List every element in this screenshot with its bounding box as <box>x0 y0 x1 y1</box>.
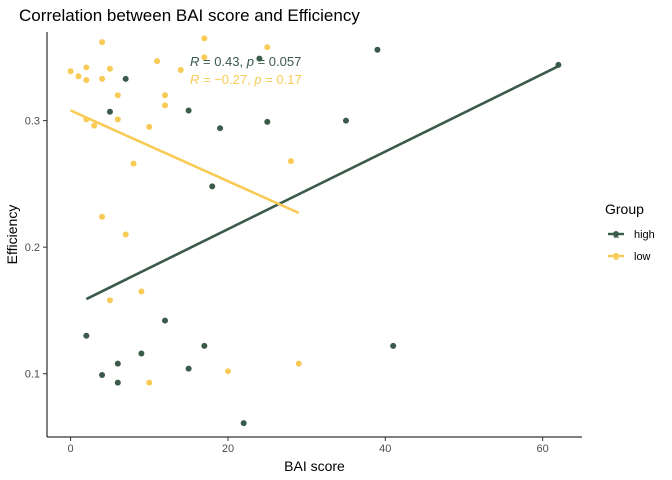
legend-key-point <box>613 253 619 259</box>
data-point-high <box>138 350 145 357</box>
data-point-high <box>390 342 397 349</box>
data-point-high <box>209 183 216 190</box>
legend-key-glyph: a <box>613 230 619 241</box>
y-axis-ticks: 0.1 0.2 0.3 <box>25 116 47 381</box>
data-point-low <box>83 77 90 84</box>
data-point-high <box>122 75 129 82</box>
plot-area <box>67 35 562 427</box>
legend-label: low <box>634 251 651 263</box>
data-point-high <box>83 332 90 339</box>
data-point-low <box>146 379 153 386</box>
data-point-low <box>83 64 90 71</box>
data-point-low <box>99 75 106 82</box>
data-point-low <box>75 73 82 80</box>
data-point-low <box>295 360 302 367</box>
regression-line-low <box>70 109 300 215</box>
data-point-low <box>146 123 153 130</box>
data-point-low <box>122 231 129 238</box>
annotation-p-value: = 0.057 <box>254 54 301 69</box>
y-tick-label: 0.2 <box>25 242 40 254</box>
data-point-low <box>201 35 208 42</box>
data-point-low <box>114 92 121 99</box>
legend: Group a high a low <box>605 201 655 263</box>
data-point-low <box>106 297 113 304</box>
x-tick-label: 20 <box>222 443 234 455</box>
data-point-low <box>106 65 113 72</box>
annotation-r-symbol: R <box>190 72 199 87</box>
y-tick-label: 0.1 <box>25 369 40 381</box>
legend-title: Group <box>605 201 644 217</box>
annotation-p-value: = 0.17 <box>262 72 302 87</box>
data-point-high <box>264 118 271 125</box>
data-point-low <box>99 39 106 46</box>
annotation-p-symbol: p <box>253 72 261 87</box>
data-point-low <box>99 213 106 220</box>
data-point-low <box>67 68 74 75</box>
data-point-low <box>201 54 208 61</box>
series-high <box>83 46 562 427</box>
data-point-low <box>154 58 161 65</box>
legend-key-glyph: a <box>613 252 619 263</box>
data-point-high <box>162 317 169 324</box>
annotation-high: R = 0.43, p = 0.057 <box>190 54 301 69</box>
data-point-low <box>130 160 137 167</box>
data-point-low <box>138 288 145 295</box>
data-point-high <box>201 342 208 349</box>
data-point-low <box>162 92 169 99</box>
data-point-high <box>106 108 113 115</box>
annotation-low: R = −0.27, p = 0.17 <box>190 72 302 87</box>
data-point-high <box>217 125 224 132</box>
x-axis-ticks: 0 20 40 60 <box>68 437 549 455</box>
data-point-high <box>256 55 263 62</box>
regression-line-high <box>85 65 559 301</box>
data-point-high <box>240 420 247 427</box>
x-tick-label: 40 <box>379 443 391 455</box>
data-point-low <box>264 44 271 51</box>
data-point-low <box>91 122 98 129</box>
x-tick-label: 60 <box>537 443 549 455</box>
legend-item-low: a low <box>608 251 651 263</box>
data-point-low <box>162 102 169 109</box>
data-point-low <box>287 158 294 165</box>
data-point-high <box>185 365 192 372</box>
annotation-r-value: = 0.43, <box>199 54 246 69</box>
data-point-high <box>99 371 106 378</box>
data-point-high <box>342 117 349 124</box>
data-point-high <box>114 360 121 367</box>
y-tick-label: 0.3 <box>25 116 40 128</box>
legend-key-point <box>613 231 619 237</box>
data-point-high <box>374 46 381 53</box>
y-axis-title: Efficiency <box>4 205 20 265</box>
data-point-low <box>114 116 121 123</box>
annotation-r-value: = −0.27, <box>199 72 254 87</box>
legend-item-high: a high <box>608 229 655 241</box>
data-point-low <box>224 368 231 375</box>
chart-title: Correlation between BAI score and Effici… <box>19 6 360 25</box>
series-low <box>67 35 302 386</box>
data-point-high <box>114 379 121 386</box>
data-point-high <box>185 107 192 114</box>
annotation-p-symbol: p <box>246 54 254 69</box>
legend-label: high <box>634 229 655 241</box>
annotation-r-symbol: R <box>190 54 199 69</box>
data-point-low <box>177 66 184 73</box>
x-tick-label: 0 <box>68 443 74 455</box>
x-axis-title: BAI score <box>284 458 345 474</box>
